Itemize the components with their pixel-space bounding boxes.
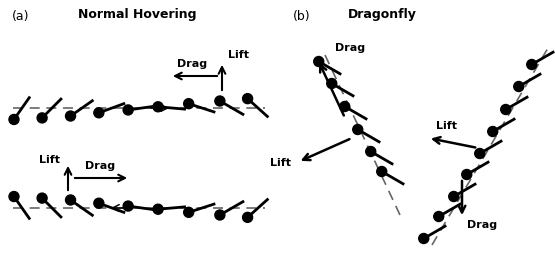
Circle shape [366,147,376,156]
Circle shape [215,96,225,106]
Circle shape [9,192,19,202]
Text: Lift: Lift [270,158,291,168]
Circle shape [434,212,444,221]
Text: Drag: Drag [467,220,497,230]
Text: Lift: Lift [228,50,249,60]
Circle shape [37,113,47,123]
Circle shape [37,193,47,203]
Text: (a): (a) [12,10,29,23]
Circle shape [377,167,387,176]
Circle shape [9,115,19,124]
Circle shape [514,81,524,92]
Circle shape [462,170,472,179]
Text: Drag: Drag [335,43,365,53]
Circle shape [243,94,253,104]
Text: Normal Hovering: Normal Hovering [78,8,196,21]
Text: (b): (b) [293,10,311,23]
Circle shape [215,210,225,220]
Text: Lift: Lift [436,121,457,131]
Circle shape [65,111,75,121]
Text: Drag: Drag [85,161,115,171]
Circle shape [327,78,337,89]
Circle shape [353,124,363,135]
Text: Lift: Lift [39,155,60,165]
Circle shape [123,105,133,115]
Circle shape [314,56,324,67]
Circle shape [340,101,350,112]
Circle shape [184,207,194,217]
Circle shape [418,233,429,244]
Circle shape [153,102,163,112]
Circle shape [123,201,133,211]
Circle shape [475,149,485,158]
Circle shape [501,104,511,115]
Circle shape [243,212,253,222]
Circle shape [65,195,75,205]
Text: Dragonfly: Dragonfly [348,8,417,21]
Circle shape [153,204,163,214]
Circle shape [184,99,194,109]
Circle shape [527,59,537,70]
Circle shape [449,192,459,201]
Circle shape [488,127,498,136]
Circle shape [94,198,104,208]
Text: Drag: Drag [177,59,207,69]
Circle shape [94,108,104,118]
